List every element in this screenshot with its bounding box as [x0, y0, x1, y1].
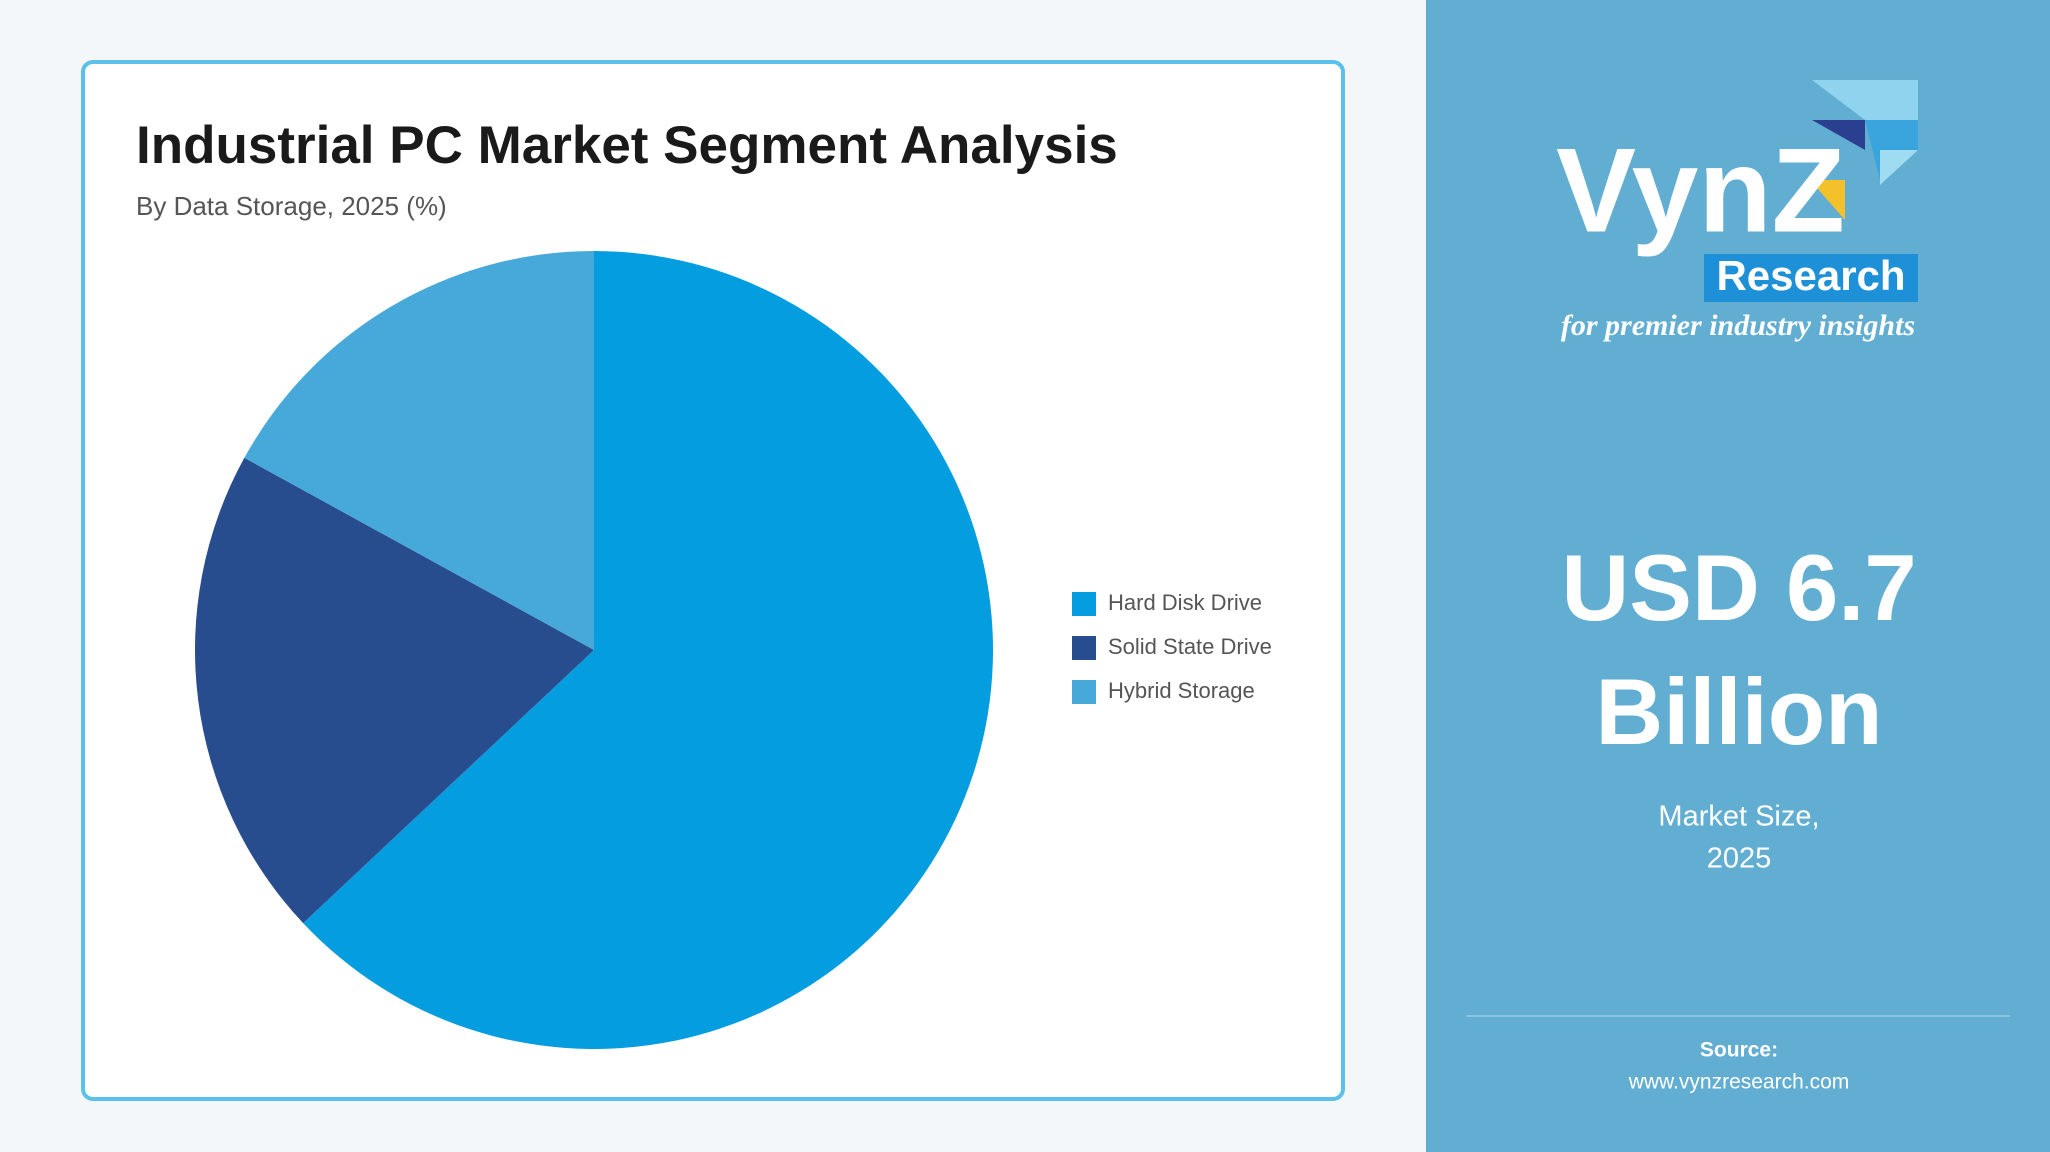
chart-subtitle: By Data Storage, 2025 (%) — [136, 191, 447, 221]
logo-sub: Research — [1716, 252, 1905, 299]
pie-slice — [244, 251, 594, 650]
market-label: Market Size, — [1658, 801, 1819, 833]
market-value: Billion — [1595, 659, 1882, 764]
side-panel — [1426, 0, 2050, 1152]
logo-tagline: for premier industry insights — [1561, 309, 1915, 342]
logo: VynZ Research for premier industry insig… — [1556, 80, 1918, 342]
market-label: 2025 — [1707, 843, 1772, 875]
legend-swatch — [1072, 592, 1096, 616]
legend-label: Hard Disk Drive — [1108, 590, 1262, 615]
legend-label: Solid State Drive — [1108, 634, 1272, 659]
source-url: www.vynzresearch.com — [1628, 1071, 1850, 1094]
pie-slice — [195, 457, 594, 924]
legend-swatch — [1072, 680, 1096, 704]
logo-brand: VynZ — [1556, 124, 1845, 258]
market-value: USD 6.7 — [1561, 535, 1916, 640]
source-label: Source: — [1700, 1039, 1778, 1062]
pie-slice — [303, 251, 994, 1049]
legend-label: Hybrid Storage — [1108, 678, 1255, 703]
chart-title: Industrial PC Market Segment Analysis — [136, 116, 1118, 175]
legend-swatch — [1072, 636, 1096, 660]
